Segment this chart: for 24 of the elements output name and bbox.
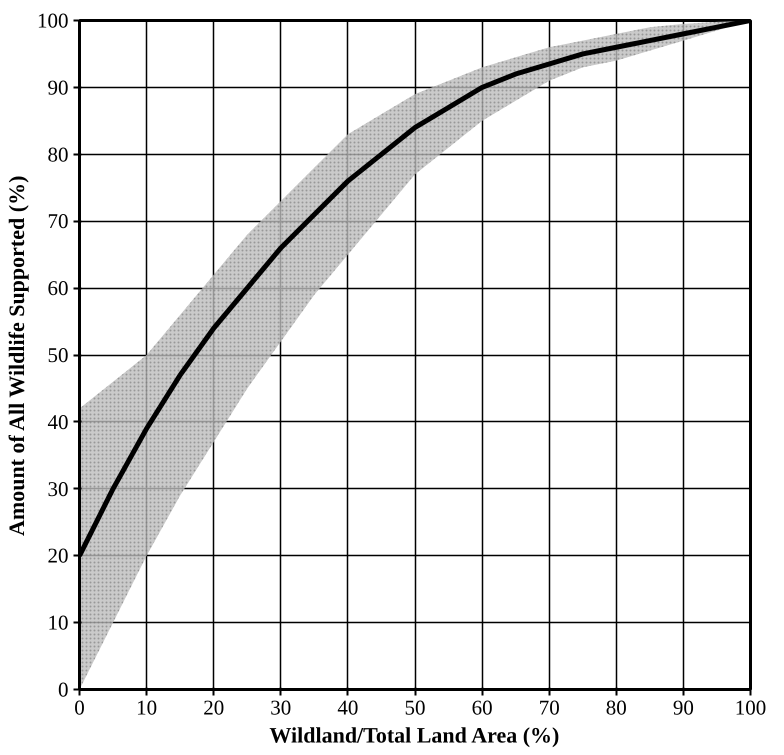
x-tick-label: 70 — [538, 696, 560, 720]
y-tick-label: 20 — [48, 544, 68, 568]
x-tick-label: 80 — [606, 696, 627, 720]
x-tick-label: 40 — [337, 696, 358, 720]
x-tick-label: 50 — [404, 696, 426, 720]
x-tick-label: 30 — [270, 696, 292, 720]
x-tick-label: 10 — [136, 696, 158, 720]
x-axis-title: Wildland/Total Land Area (%) — [269, 722, 560, 748]
x-tick-label: 100 — [734, 696, 766, 720]
y-tick-label: 40 — [48, 410, 68, 434]
y-tick-label: 10 — [48, 610, 68, 635]
x-tick-label: 60 — [472, 696, 493, 720]
y-axis-title: Amount of All Wildlife Supported (%) — [4, 176, 29, 536]
y-tick-label: 80 — [48, 142, 68, 166]
y-tick-label: 60 — [48, 276, 68, 300]
y-tick-label: 0 — [58, 678, 68, 702]
y-tick-label: 90 — [48, 75, 68, 100]
x-tick-label: 90 — [672, 696, 694, 720]
x-tick-label: 0 — [74, 696, 85, 720]
y-tick-label: 50 — [48, 343, 68, 367]
y-tick-label: 70 — [48, 209, 68, 234]
x-tick-label: 20 — [203, 696, 224, 720]
y-tick-label: 100 — [37, 8, 68, 32]
y-tick-label: 30 — [48, 476, 68, 501]
